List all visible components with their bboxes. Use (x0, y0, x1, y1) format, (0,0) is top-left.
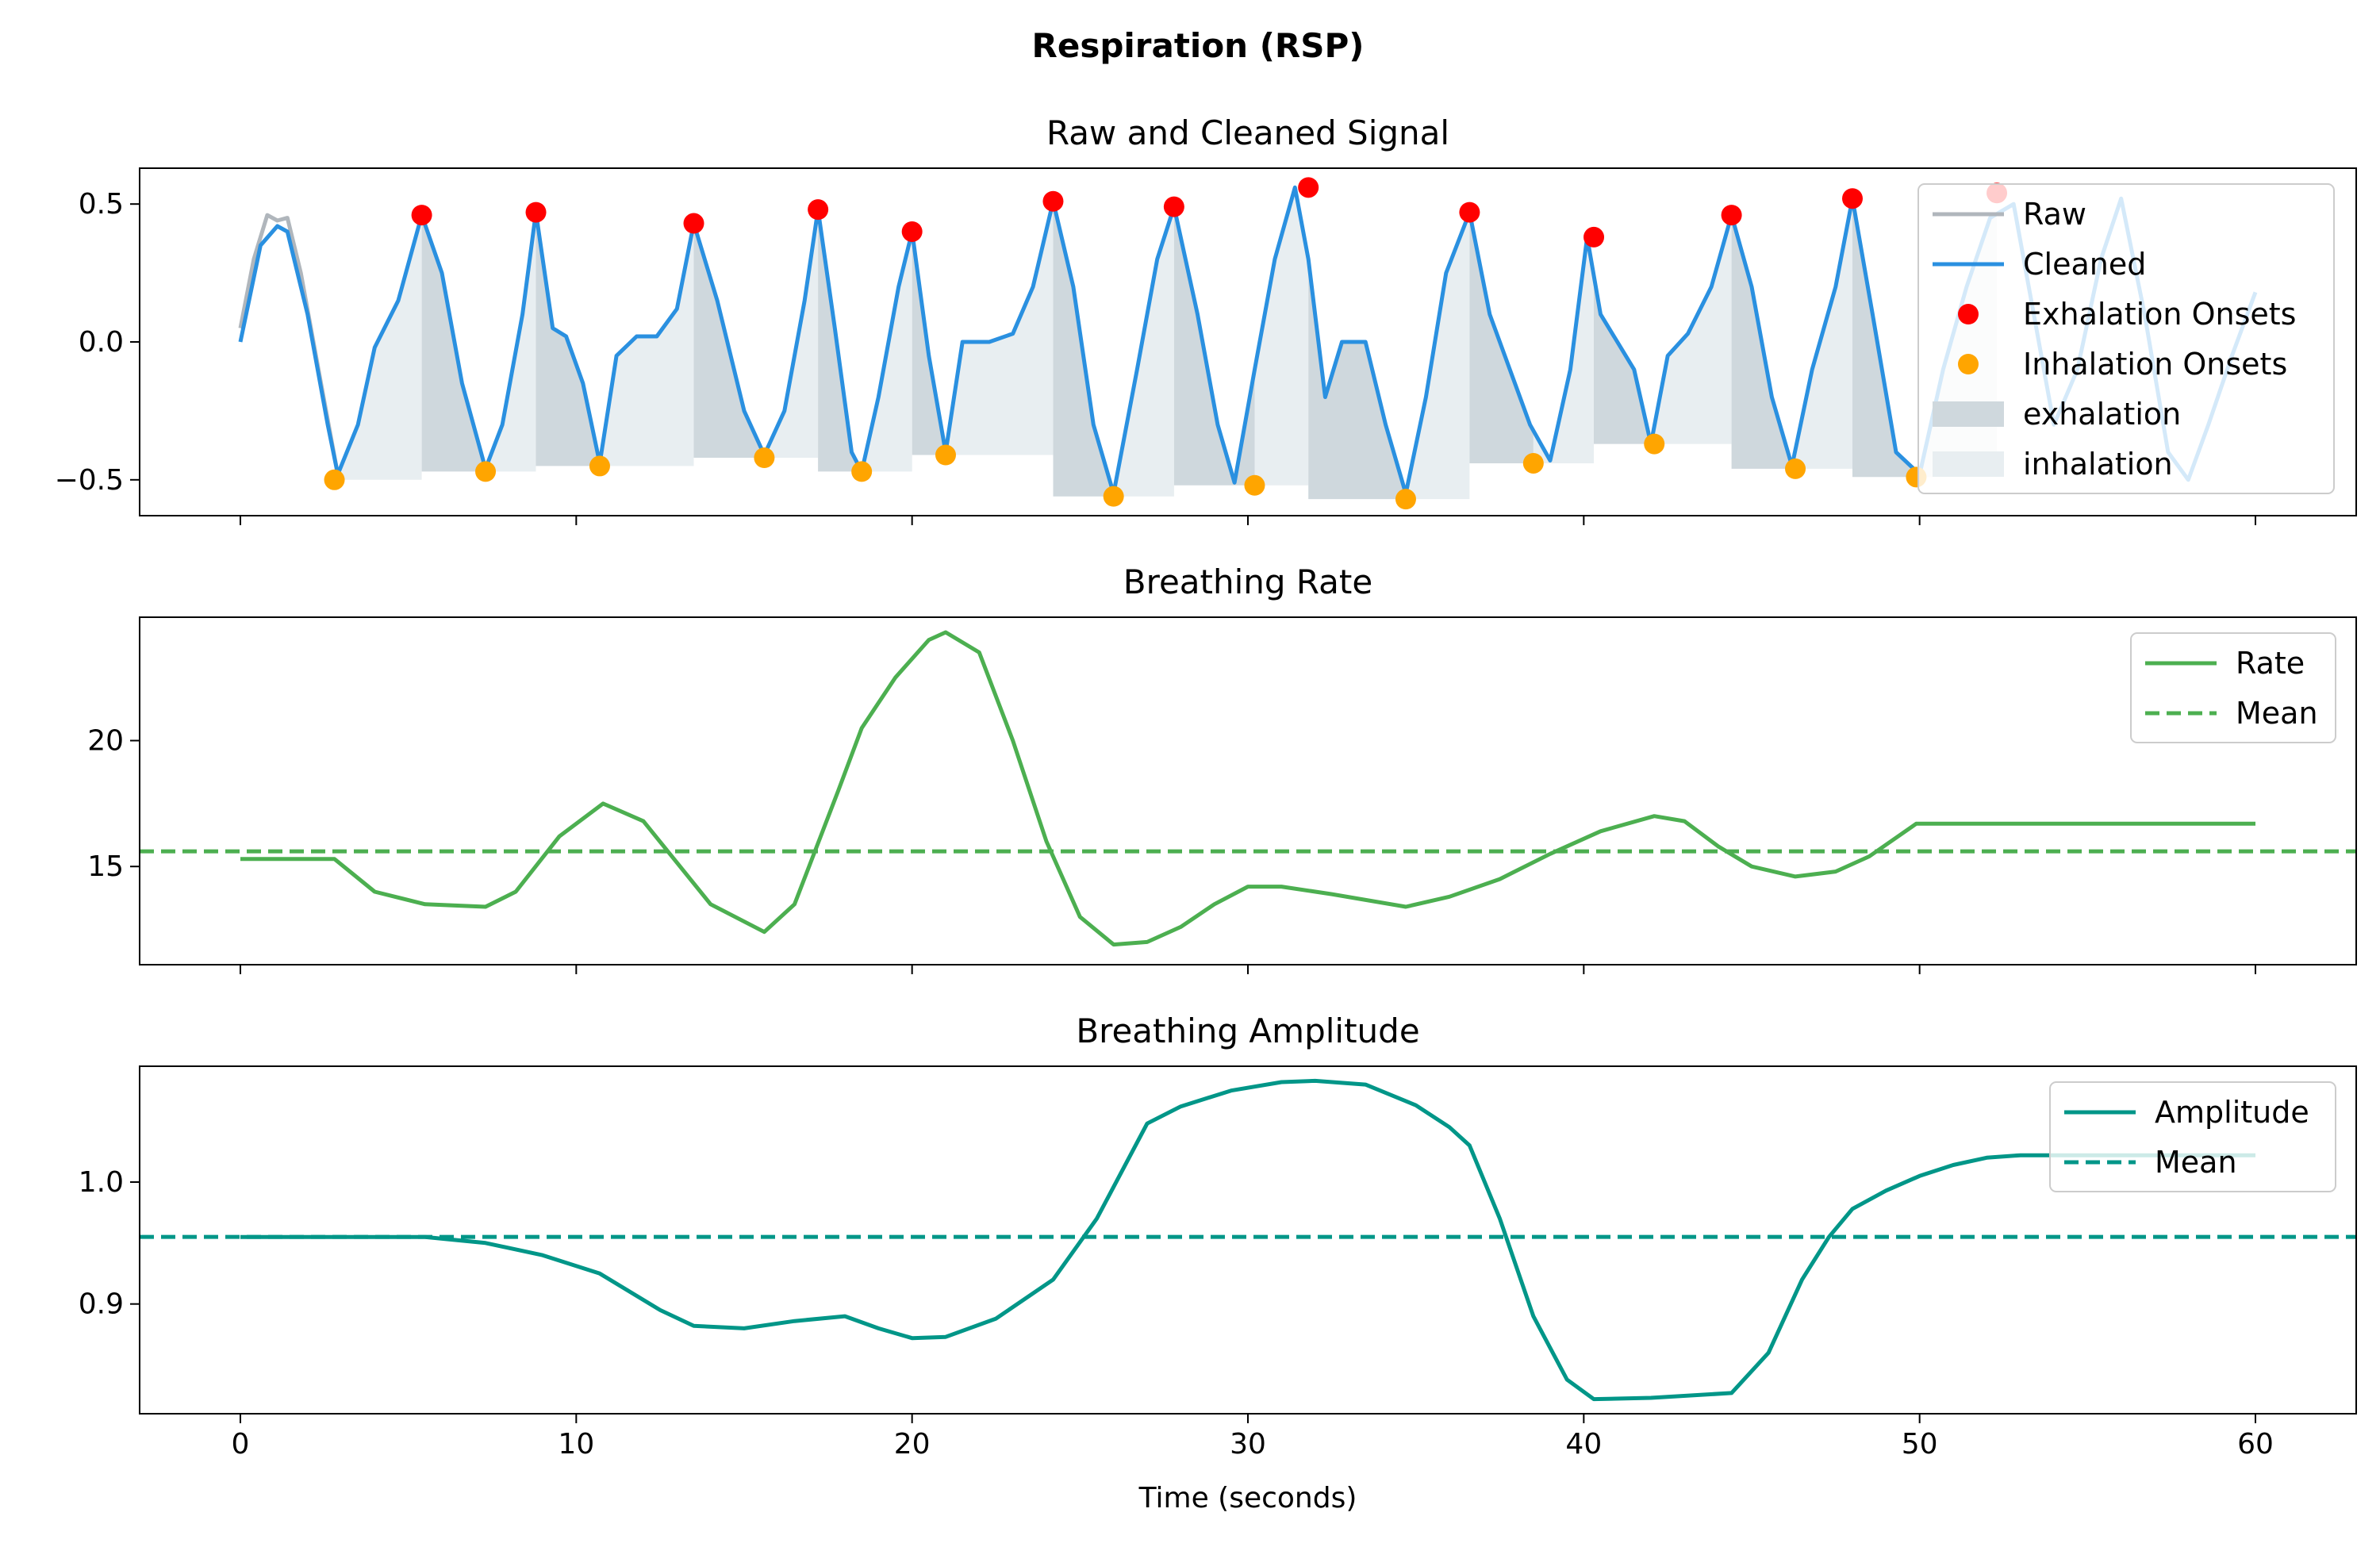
panel-title-rate: Breathing Rate (1123, 562, 1372, 601)
y-tick-label: −0.5 (55, 464, 124, 497)
legend-inhalation-swatch (1933, 451, 2004, 477)
legend-inhalation-onsets-swatch (1958, 354, 1979, 374)
rate-panel: 20 15 Rate Mean (87, 616, 2357, 974)
legend-exhalation-swatch (1933, 401, 2004, 427)
y-tick-label: 1.0 (79, 1166, 124, 1199)
inhalation-onset-point (1244, 474, 1265, 496)
exhalation-onset-point (1042, 190, 1064, 212)
inhalation-onset-point (475, 461, 497, 482)
figure-title: Respiration (RSP) (1032, 26, 1365, 65)
exhalation-onset-point (525, 202, 547, 223)
legend-label: Mean (2236, 696, 2318, 731)
y-tick-label: 0.9 (79, 1288, 124, 1321)
y-tick-label: 0.5 (79, 188, 124, 221)
panel-title-signal: Raw and Cleaned Signal (1046, 113, 1449, 152)
legend-label: Cleaned (2023, 247, 2146, 282)
legend-label: Exhalation Onsets (2023, 297, 2296, 332)
inhalation-fill (1654, 215, 1732, 444)
exhalation-fill (1053, 201, 1114, 497)
exhalation-fill (1469, 212, 1534, 463)
x-tick-label: 20 (894, 1428, 931, 1461)
legend-box (1917, 183, 2335, 494)
x-tick-label: 40 (1565, 1428, 1602, 1461)
x-tick-label: 50 (1902, 1428, 1938, 1461)
y-tick-label: 0.0 (79, 326, 124, 359)
legend-label: inhalation (2023, 447, 2173, 482)
exhalation-fill (1852, 198, 1917, 478)
inhalation-onset-point (1522, 452, 1544, 474)
x-tick-label: 30 (1230, 1428, 1266, 1461)
x-tick-label: 0 (232, 1428, 250, 1461)
inhalation-onset-point (754, 447, 775, 468)
inhalation-fill (764, 209, 819, 458)
inhalation-fill (1533, 244, 1594, 463)
panel-title-amplitude: Breathing Amplitude (1076, 1012, 1419, 1050)
inhalation-fill (334, 215, 422, 480)
inhalation-onset-point (1785, 458, 1806, 479)
legend-label: exhalation (2023, 397, 2181, 432)
exhalation-onset-point (1163, 196, 1184, 217)
exhalation-onset-point (1583, 226, 1605, 248)
exhalation-onset-point (808, 199, 829, 221)
exhalation-fill (1173, 206, 1255, 486)
legend-label: Raw (2023, 197, 2086, 232)
inhalation-fill (946, 201, 1054, 455)
rate-line (240, 630, 2255, 947)
legend-label: Mean (2155, 1145, 2237, 1180)
inhalation-onset-point (1395, 489, 1416, 510)
legend-box (2130, 632, 2336, 743)
inhalation-fill (486, 212, 536, 472)
exhalation-fill (536, 212, 600, 466)
legend-label: Inhalation Onsets (2023, 347, 2287, 382)
exhalation-onset-point (1721, 205, 1742, 226)
inhalation-onset-point (935, 444, 956, 466)
x-tick-label: 60 (2237, 1428, 2274, 1461)
inhalation-onset-point (1103, 486, 1124, 507)
amplitude-panel: 1.0 0.9 0 10 20 30 40 50 60 Amplitude Mean (79, 1065, 2357, 1461)
y-tick-label: 15 (87, 850, 124, 883)
exhalation-onset-point (1298, 177, 1319, 198)
signal-panel: 0.5 0.0 −0.5 Raw Cleaned Exhalation Onsets Inh… (55, 167, 2357, 525)
exhalation-onset-point (1842, 188, 1863, 209)
legend-label: Rate (2236, 646, 2305, 681)
x-axis-label: Time (seconds) (1138, 1482, 1357, 1514)
inhalation-onset-point (324, 469, 345, 490)
exhalation-fill (1594, 275, 1655, 444)
exhalation-fill (818, 209, 862, 472)
inhalation-onset-point (851, 461, 873, 482)
amplitude-line (240, 1078, 2255, 1402)
x-tick-label: 10 (558, 1428, 594, 1461)
inhalation-fill (1254, 187, 1309, 486)
y-tick-label: 20 (87, 725, 124, 758)
exhalation-onset-point (683, 213, 704, 234)
inhalation-onset-point (589, 455, 610, 477)
exhalation-onset-point (411, 205, 432, 226)
cleaned-signal-line (238, 185, 2258, 496)
inhalation-fill (1406, 212, 1470, 500)
legend-exhalation-onsets-swatch (1958, 304, 1979, 324)
exhalation-fill (1308, 259, 1406, 500)
exhalation-onset-point (901, 221, 923, 242)
inhalation-onset-point (1644, 433, 1665, 455)
inhalation-fill (600, 223, 694, 466)
exhalation-onset-point (1459, 202, 1480, 223)
exhalation-fill (912, 232, 946, 455)
legend-label: Amplitude (2155, 1095, 2309, 1130)
